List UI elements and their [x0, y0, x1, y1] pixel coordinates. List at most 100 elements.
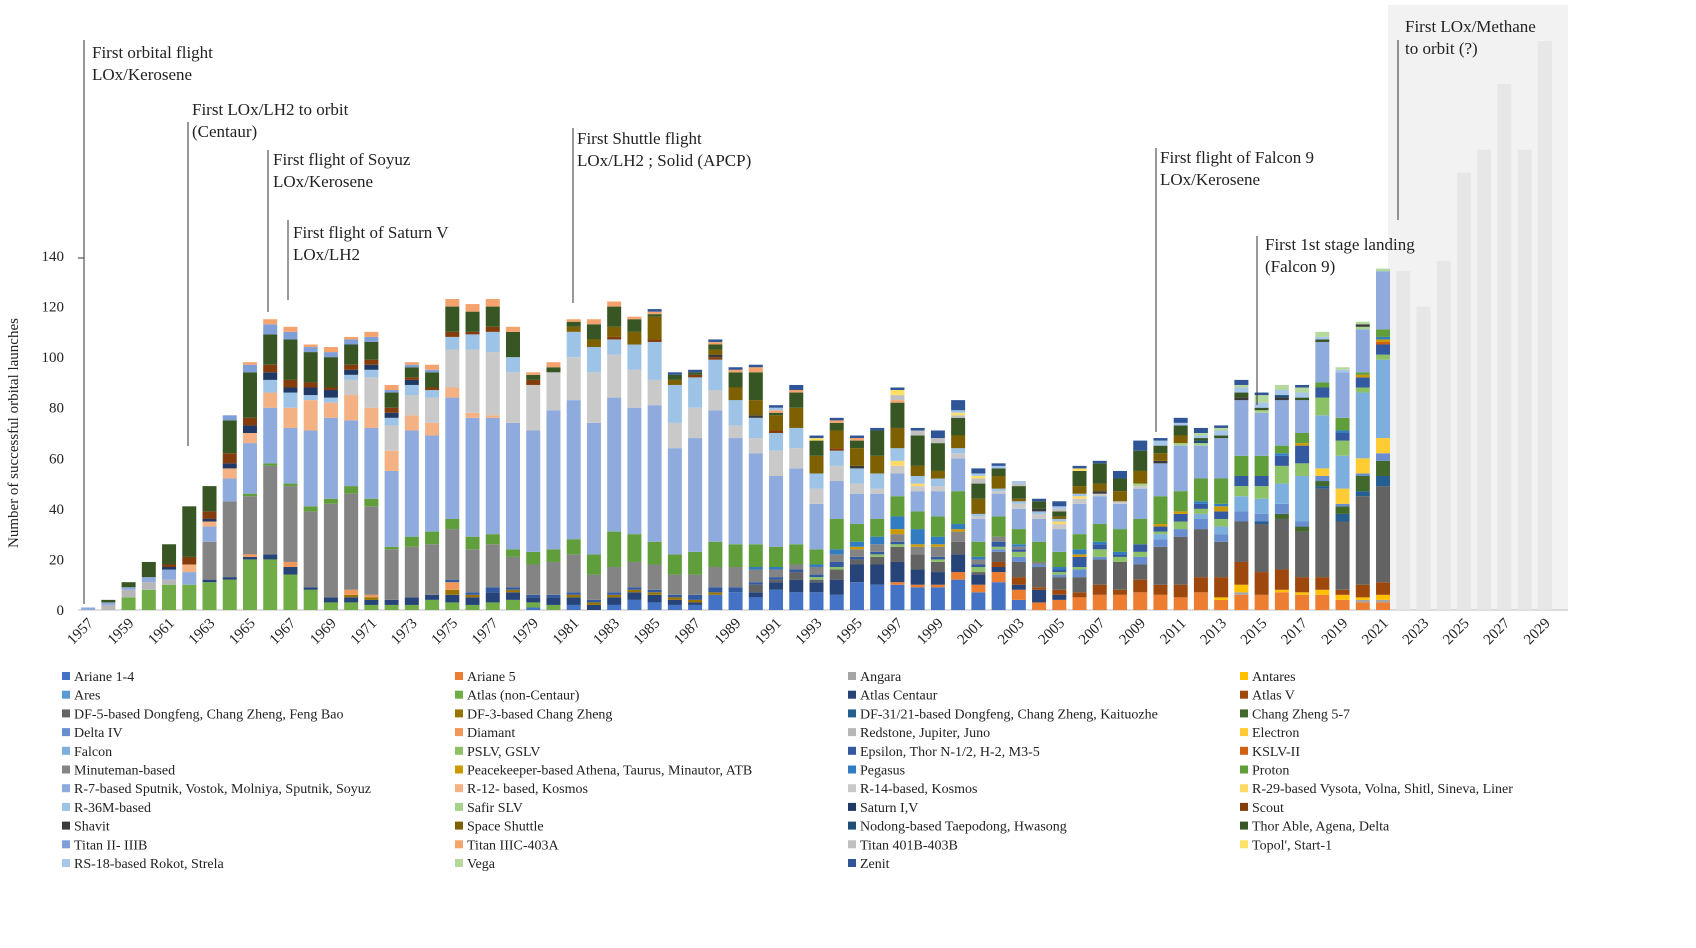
bar-segment — [283, 486, 298, 562]
bar-segment — [627, 407, 642, 535]
bar-segment — [242, 425, 257, 433]
bar-segment — [303, 382, 318, 388]
bar-segment — [769, 410, 784, 413]
bar-segment — [627, 587, 642, 590]
bar-segment — [566, 321, 581, 327]
bar-segment — [1274, 518, 1289, 570]
bar-segment — [708, 341, 723, 345]
bar-segment — [890, 427, 905, 449]
bar-segment — [485, 306, 500, 327]
bar-segment — [1011, 498, 1026, 502]
bar-segment — [1072, 470, 1087, 487]
bar-segment — [748, 567, 763, 570]
bar-segment — [384, 546, 399, 550]
bar-segment — [1052, 599, 1067, 610]
bar-segment — [748, 597, 763, 610]
bar-segment — [809, 567, 824, 575]
bar-segment — [769, 546, 784, 568]
bar-segment — [1092, 493, 1107, 497]
annotation-text: First flight of Falcon 9 — [1160, 148, 1314, 167]
legend-label: Titan IIIC-403A — [467, 838, 560, 853]
bar-segment — [728, 367, 743, 370]
bar-segment — [425, 387, 440, 391]
bar-segment — [1214, 597, 1229, 600]
bar-segment — [688, 602, 703, 605]
bar-segment — [1274, 445, 1289, 454]
bar-segment — [991, 541, 1006, 547]
bar-segment — [890, 395, 905, 401]
bar-segment — [1315, 331, 1330, 337]
bar-segment — [748, 372, 763, 401]
bar-segment — [546, 561, 561, 595]
bar-segment — [1011, 561, 1026, 578]
bar-segment — [1052, 508, 1067, 512]
bar-segment — [971, 513, 986, 517]
bar-segment — [546, 594, 561, 598]
bar-segment — [951, 412, 966, 416]
legend-swatch — [455, 728, 463, 737]
bar-segment — [242, 372, 257, 418]
bar-segment — [1092, 559, 1107, 585]
bar-segment — [303, 347, 318, 353]
bar-segment — [364, 594, 379, 598]
bar-segment — [1193, 518, 1208, 530]
bar-segment — [1112, 501, 1127, 504]
bar-segment — [1072, 549, 1087, 555]
bar-segment — [1092, 541, 1107, 545]
bar-segment — [667, 597, 682, 600]
bar-segment — [384, 549, 399, 600]
bar-segment — [647, 339, 662, 342]
bar-segment — [344, 395, 359, 421]
bar-segment — [1193, 508, 1208, 514]
projection-bar — [1497, 84, 1512, 611]
bar-segment — [951, 415, 966, 418]
bar-segment — [1355, 324, 1370, 327]
bar-segment — [202, 521, 217, 527]
legend-label: Ariane 1-4 — [74, 670, 134, 685]
bar-segment — [607, 339, 622, 355]
bar-segment — [1355, 387, 1370, 393]
bar-segment — [728, 544, 743, 568]
bar-segment — [647, 314, 662, 317]
bar-segment — [890, 402, 905, 428]
bar-segment — [748, 438, 763, 454]
annotation-text: First flight of Saturn V — [293, 223, 449, 242]
bar-segment — [829, 579, 844, 595]
bar-segment — [566, 319, 581, 322]
bar-segment — [404, 379, 419, 385]
bar-segment — [647, 379, 662, 406]
bar-segment — [1011, 584, 1026, 590]
legend-label: Diamant — [467, 726, 515, 741]
bar-segment — [728, 438, 743, 545]
bar-segment — [647, 602, 662, 610]
legend-label: PSLV, GSLV — [467, 745, 540, 760]
bar-segment — [323, 417, 338, 499]
bar-segment — [1112, 491, 1127, 502]
bar-segment — [991, 536, 1006, 542]
bar-segment — [829, 422, 844, 431]
bar-segment — [769, 415, 784, 431]
bar-segment — [1254, 521, 1269, 525]
bar-segment — [1234, 561, 1249, 585]
bar-segment — [465, 304, 480, 312]
legend-label: Nodong-based Taepodong, Hwasong — [860, 820, 1067, 835]
bar-segment — [1274, 465, 1289, 484]
bar-segment — [688, 604, 703, 610]
bar-segment — [769, 433, 784, 451]
bar-segment — [182, 564, 197, 573]
bar-segment — [404, 377, 419, 380]
bar-segment — [1173, 511, 1188, 514]
annotation-text: First LOx/LH2 to orbit — [192, 100, 349, 119]
bar-segment — [627, 534, 642, 562]
bar-segment — [1193, 427, 1208, 433]
bar-segment — [202, 582, 217, 610]
bar-segment — [1295, 526, 1310, 532]
bar-segment — [1214, 577, 1229, 598]
bar-segment — [445, 298, 460, 307]
bar-segment — [829, 417, 844, 421]
bar-segment — [748, 400, 763, 416]
bar-segment — [101, 599, 116, 603]
bar-segment — [586, 574, 601, 600]
bar-segment — [1295, 433, 1310, 444]
bar-segment — [283, 561, 298, 568]
